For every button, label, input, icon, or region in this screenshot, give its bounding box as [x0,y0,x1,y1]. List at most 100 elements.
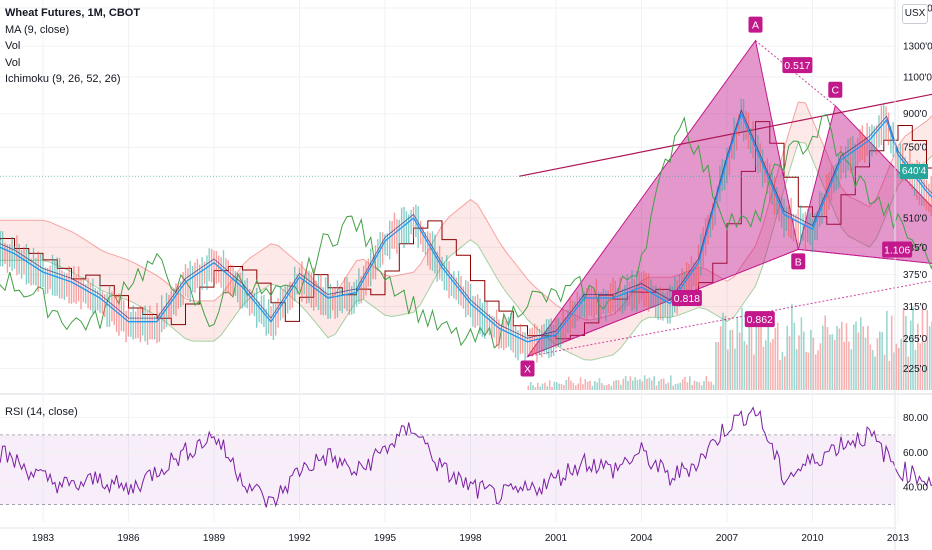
volume-bar [769,342,772,390]
volume-bar [848,341,850,390]
volume-bar [814,354,817,390]
volume-bar [596,382,598,390]
volume-bar [620,384,622,390]
price-tick-label: 900'0 [903,109,928,120]
time-tick-label: 1992 [288,533,311,544]
volume-bar [586,381,589,390]
volume-bar [779,359,781,390]
ratio-xb: 0.818 [674,293,700,305]
volume-bar [736,316,739,390]
legend-vol-2[interactable]: Vol [5,56,21,69]
volume-bar [627,381,629,390]
volume-bar [864,337,867,390]
price-tick-label: 1100'0 [903,72,932,83]
volume-bar [784,356,786,390]
volume-bar [712,384,715,390]
volume-bar [532,385,534,390]
volume-bar [831,334,834,390]
volume-bar [698,382,701,390]
rsi-legend[interactable]: RSI (14, close) [5,406,78,418]
volume-bar [594,381,596,390]
volume-bar [819,343,822,390]
volume-bar [753,354,755,390]
volume-bar [529,381,532,390]
volume-bar [822,325,824,390]
volume-bar [912,306,914,390]
volume-bar [700,385,703,390]
volume-bar [598,378,601,390]
currency-button[interactable]: USX [902,4,928,24]
price-tick-label: 1300'0 [903,42,932,53]
price-tick-label: 225'0 [903,364,928,375]
volume-bar [629,376,632,390]
volume-bar [610,385,613,390]
volume-bar [886,310,888,390]
volume-bar [748,314,750,390]
volume-bar [648,377,651,390]
time-tick-label: 2010 [801,533,824,544]
legend-vol-1[interactable]: Vol [5,40,21,52]
volume-bar [639,379,641,390]
volume-bar [781,351,784,390]
volume-bar [917,323,919,390]
ratio-bd: 1.106 [884,245,910,257]
rsi-tick-label: 80.00 [903,413,928,424]
time-tick-label: 1995 [374,533,397,544]
rsi-tick-label: 60.00 [903,448,928,459]
volume-bar [793,322,796,390]
volume-bar [871,350,874,390]
volume-bar [603,385,606,390]
price-tick-label: 375'0 [903,270,928,281]
volume-bar [703,381,705,390]
point-label-b: B [795,256,802,268]
volume-bar [893,352,895,390]
point-label-a-box [748,16,763,33]
volume-bar [684,376,686,390]
senkou-span-b [0,141,932,361]
ma-line [0,111,932,343]
volume-bar [879,331,881,390]
volume-bar [670,375,672,390]
volume-bar [921,303,924,390]
volume-bar [572,382,575,390]
volume-bar [546,386,549,390]
volume-bar [874,356,876,390]
volume-bar [634,377,636,390]
volume-bar [534,387,537,390]
volume-bar [710,381,712,390]
volume-bar [857,332,860,390]
volume-bar [914,349,917,390]
legend-ichimoku[interactable]: Ichimoku (9, 26, 52, 26) [5,73,121,85]
volume-bar [605,385,608,390]
legend-title: Wheat Futures, 1M, CBOT [5,7,141,19]
volume-bar [867,325,869,390]
volume-bar [541,383,544,390]
volume-bar [662,378,665,390]
volume-bar [810,329,812,390]
volume-bar [708,381,710,390]
volume-bar [755,311,758,390]
volume-bar [591,385,594,390]
trend-line [518,93,932,177]
price-tick-label: 750'0 [903,143,928,154]
volume-bar [615,380,617,390]
price-tick-label: 265'0 [903,334,928,345]
volume-bar [741,307,743,390]
volume-bar [765,340,767,390]
volume-bar [579,377,582,390]
volume-bar [772,339,774,390]
ratio-xd-box [744,311,775,328]
volume-bar [665,383,667,390]
volume-bar [791,303,793,390]
legend-ma[interactable]: MA (9, close) [5,23,70,36]
volume-bar [869,344,872,390]
volume-bar [817,350,819,390]
point-label-c-box [828,81,843,98]
volume-bar [527,385,530,390]
volume-bar [679,382,682,390]
volume-bar [632,380,634,390]
ac-ratio-line [755,40,836,107]
volume-bar [890,315,893,390]
